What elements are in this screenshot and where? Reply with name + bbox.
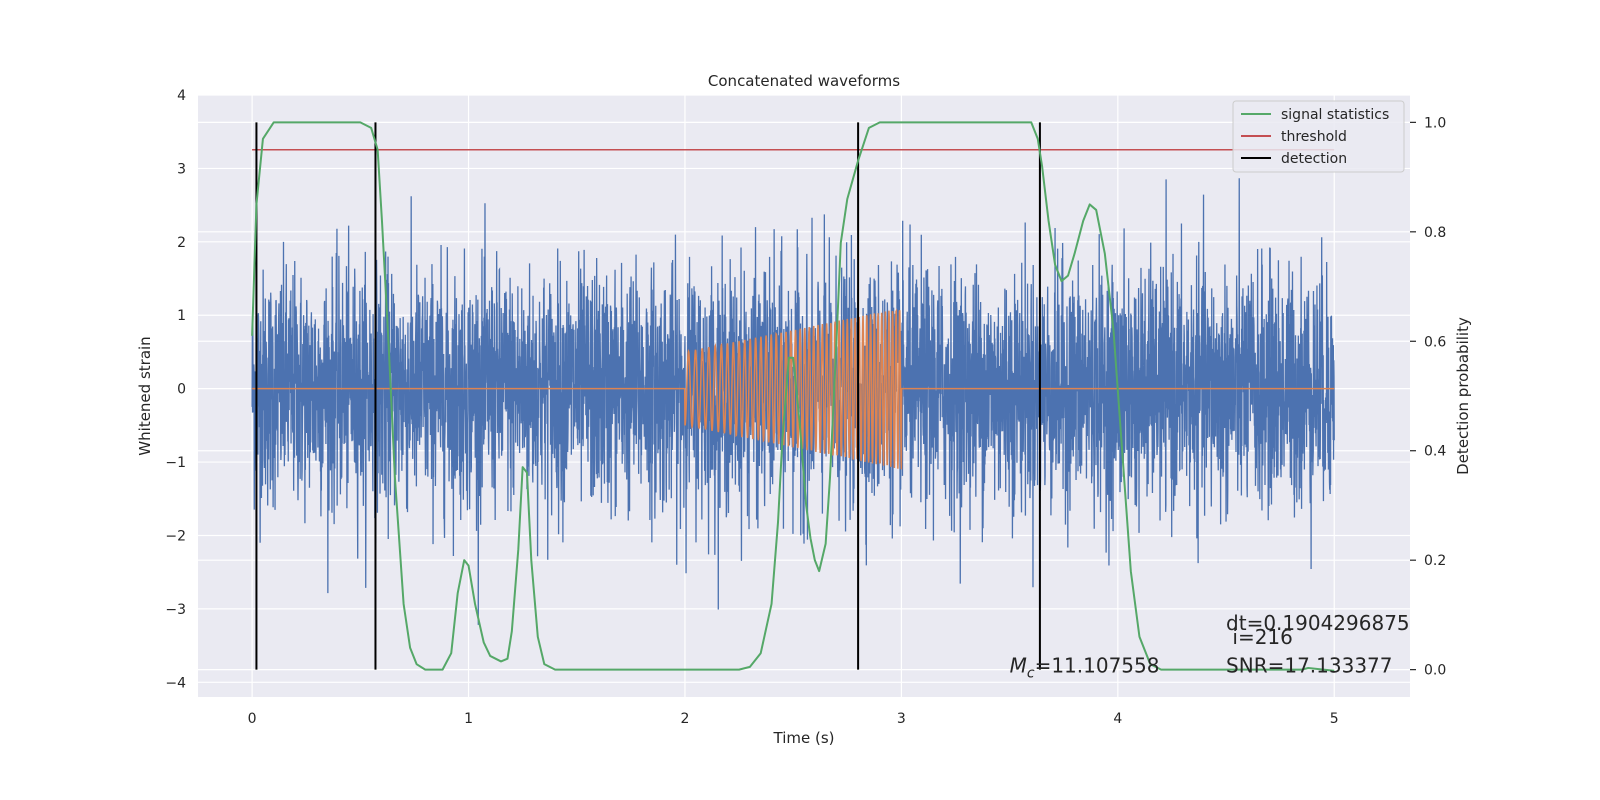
annotation-value: =11.107558: [1035, 654, 1160, 678]
y-tick-label: 0: [177, 382, 186, 398]
y-tick-label-right: 0.8: [1424, 225, 1446, 241]
y-tick-label: −4: [165, 675, 186, 691]
annotation-mc: Mc=11.107558: [1010, 654, 1160, 682]
x-tick-label: 0: [248, 711, 257, 727]
x-tick-label: 5: [1330, 711, 1339, 727]
legend: signal statistics threshold detection: [1232, 100, 1405, 173]
y-tick-label-right: 0.0: [1424, 663, 1446, 679]
legend-label: detection: [1281, 151, 1347, 167]
series-layer: [251, 121, 1335, 672]
x-tick-label: 1: [464, 711, 473, 727]
y-tick-label: 3: [177, 161, 186, 177]
annotation-snr: SNR=17.133377: [1226, 654, 1392, 678]
y-tick-label: 1: [177, 308, 186, 324]
y-ticks-right: 0.0 0.2 0.4 0.6 0.8 1.0: [1410, 115, 1446, 679]
chirp-series-line: [252, 308, 1335, 470]
annotation-symbol: M: [1010, 654, 1027, 678]
y-axis-label: Whitened strain: [136, 336, 154, 455]
x-tick-label: 2: [681, 711, 690, 727]
y-tick-label: −3: [165, 602, 186, 618]
legend-label: threshold: [1281, 129, 1347, 145]
noise-series-line: [251, 178, 1335, 625]
annotations: Mc=11.107558 dt=0.1904296875 i=216 SNR=17.…: [1010, 611, 1410, 682]
legend-box: [1232, 100, 1405, 173]
y-tick-label-right: 0.2: [1424, 553, 1446, 569]
y-tick-label-right: 0.4: [1424, 444, 1446, 460]
y-axis-label-right: Detection probability: [1454, 317, 1472, 475]
y-tick-label: 4: [177, 88, 186, 104]
annotation-subscript: c: [1027, 666, 1035, 682]
y-tick-label: 2: [177, 235, 186, 251]
legend-label: signal statistics: [1281, 107, 1389, 123]
annotation-dt: dt=0.1904296875: [1226, 611, 1410, 635]
x-tick-label: 3: [897, 711, 906, 727]
y-tick-label-right: 1.0: [1424, 115, 1446, 131]
y-ticks-left: −4 −3 −2 −1 0 1 2 3 4: [165, 88, 186, 691]
signal-statistics-line: [251, 121, 1335, 672]
y-tick-label: −1: [165, 455, 186, 471]
chart-title: Concatenated waveforms: [708, 72, 900, 90]
y-tick-label: −2: [165, 528, 186, 544]
x-ticks: 0 1 2 3 4 5: [248, 711, 1339, 727]
annotation-i: i=216: [1226, 625, 1293, 649]
x-axis-label: Time (s): [773, 729, 835, 747]
y-tick-label-right: 0.6: [1424, 334, 1446, 350]
x-tick-label: 4: [1113, 711, 1122, 727]
